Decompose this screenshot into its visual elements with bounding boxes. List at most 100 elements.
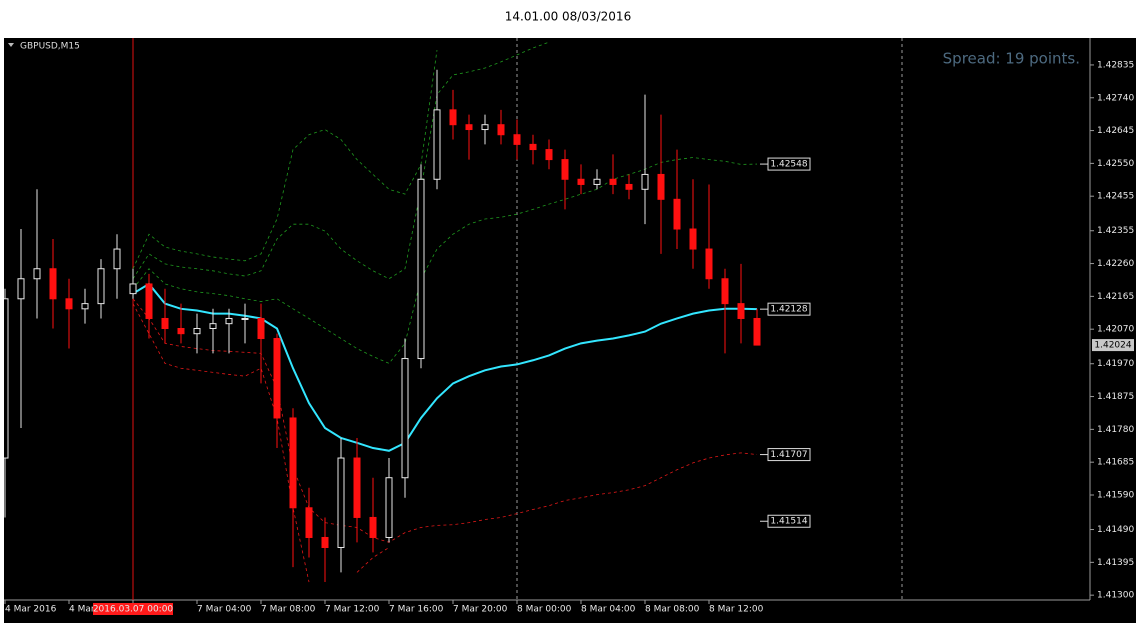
candle-body (641, 173, 649, 190)
spread-annotation: Spread: 19 points. (943, 50, 1080, 68)
candle-body (609, 178, 617, 185)
y-tick-label: 1.41490 (1097, 525, 1134, 535)
candle-body (17, 278, 25, 300)
y-tick-label: 1.42260 (1097, 259, 1134, 269)
moving-average-line (132, 282, 758, 452)
candle-body (49, 268, 57, 300)
y-tick-label: 1.41780 (1097, 425, 1134, 435)
candle-body (577, 178, 585, 185)
y-tick-label: 1.42355 (1097, 226, 1134, 236)
level-label: 1.42128 (770, 305, 807, 315)
envelope-line (132, 303, 310, 583)
candle-body (689, 228, 697, 250)
candle-body (753, 317, 761, 346)
envelope-line (356, 547, 390, 573)
candle-body (129, 283, 137, 295)
candle-body (433, 109, 441, 180)
y-tick-label: 1.41590 (1097, 490, 1134, 500)
candle-body (721, 278, 729, 305)
plot (4, 38, 761, 600)
candle-body (353, 457, 361, 518)
candle-body (305, 507, 313, 538)
candle-body (33, 268, 41, 280)
envelope-line (132, 298, 758, 543)
symbol-dropdown[interactable] (8, 43, 14, 47)
candle-body (401, 358, 409, 479)
symbol-label: GBPUSD,M15 (20, 42, 80, 52)
level-box (767, 514, 811, 528)
candle-body (65, 298, 73, 310)
candle-body (161, 317, 169, 329)
y-tick-label: 1.42070 (1097, 325, 1134, 335)
envelope-line (132, 41, 550, 280)
y-tick-label: 1.42740 (1097, 93, 1134, 103)
x-tick-label: 4 Mar 2016 (5, 605, 57, 615)
candle-body (193, 327, 201, 335)
candle-body (209, 323, 217, 329)
candle-body (337, 457, 345, 548)
y-tick-label: 1.41685 (1097, 458, 1134, 468)
y-tick-label: 1.41395 (1097, 558, 1134, 568)
candle-body (529, 143, 537, 151)
x-tick-label: 8 Mar 12:00 (709, 605, 764, 615)
x-tick-label: 2016.03.07 00:00 (93, 605, 174, 615)
x-tick-label: 7 Mar 20:00 (453, 605, 508, 615)
x-tick-label: 7 Mar 04:00 (197, 605, 252, 615)
candle-body (369, 516, 377, 538)
current-price-label: 1.42024 (1094, 341, 1131, 351)
envelope-line (132, 50, 438, 269)
candle-body (561, 159, 569, 180)
y-tick-label: 1.42835 (1097, 60, 1134, 70)
level-box (767, 157, 811, 171)
level-box (767, 448, 811, 462)
level-label: 1.41514 (770, 517, 807, 527)
candle-body (177, 327, 185, 335)
candle-body (545, 149, 553, 161)
y-tick-label: 1.41970 (1097, 359, 1134, 369)
y-tick-label: 1.42455 (1097, 192, 1134, 202)
candle-body (705, 248, 713, 280)
current-price-tag (1092, 339, 1134, 352)
candle-body (4, 298, 9, 459)
candle-body (673, 198, 681, 230)
y-tick-label: 1.42550 (1097, 159, 1134, 169)
envelope-line (132, 157, 758, 364)
x-tick-label: 7 Mar 12:00 (325, 605, 380, 615)
candle-body (289, 417, 297, 509)
candle-body (465, 124, 473, 131)
candle-body (449, 109, 457, 126)
x-cursor-label-bg (93, 603, 173, 615)
candle-body (593, 178, 601, 185)
candle-body (97, 268, 105, 305)
level-label: 1.41707 (770, 450, 807, 460)
candle-body (417, 178, 425, 360)
level-box (767, 302, 811, 316)
candle-body (513, 134, 521, 145)
candle-body (481, 124, 489, 131)
candle-body (385, 477, 393, 538)
candle-body (81, 303, 89, 310)
candle-body (257, 317, 265, 340)
level-label: 1.42548 (770, 160, 807, 170)
candle-body (737, 303, 745, 319)
y-tick-label: 1.42645 (1097, 126, 1134, 136)
candle-body (321, 536, 329, 548)
y-tick-label: 1.41875 (1097, 392, 1134, 402)
candle-body (113, 248, 121, 270)
x-tick-label: 7 Mar 08:00 (261, 605, 316, 615)
candle-body (625, 183, 633, 190)
candle-body (145, 283, 153, 319)
x-tick-label: 7 Mar 16:00 (389, 605, 444, 615)
candle-body (657, 173, 665, 200)
y-tick-label: 1.42165 (1097, 292, 1134, 302)
plot-background (4, 38, 1136, 623)
candle-body (497, 124, 505, 136)
chart-title: 14.01.00 08/03/2016 (505, 10, 631, 24)
candle-body (241, 317, 249, 320)
x-tick-label: 8 Mar 00:00 (517, 605, 572, 615)
candle-body (273, 338, 281, 419)
x-tick-label: 8 Mar 04:00 (581, 605, 636, 615)
candle-body (225, 317, 233, 325)
y-tick-label: 1.41300 (1097, 591, 1134, 601)
